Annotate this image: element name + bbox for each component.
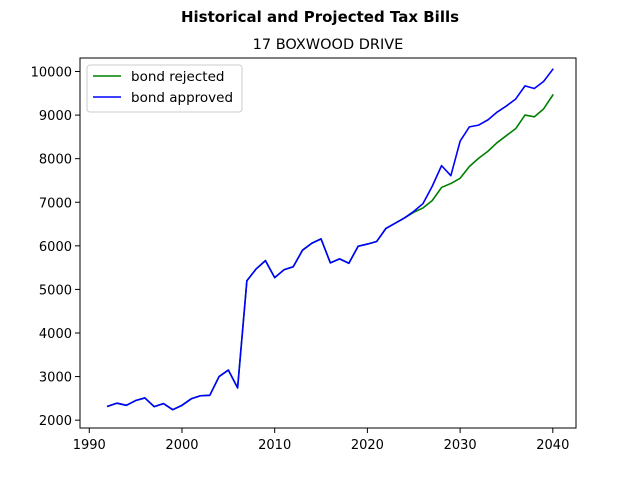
- x-tick-label: 2030: [444, 438, 477, 453]
- y-tick-label: 10000: [31, 66, 72, 81]
- x-tick-label: 1990: [73, 438, 106, 453]
- y-axis: 2000 3000 4000 5000 6000 7000 8000 9000 10000: [31, 66, 80, 429]
- y-tick-label: 6000: [39, 240, 72, 255]
- chart-title: 17 BOXWOOD DRIVE: [253, 37, 404, 53]
- legend-label-bond-rejected: bond rejected: [131, 69, 224, 85]
- legend: bond rejected bond approved: [86, 64, 243, 113]
- x-tick-label: 2040: [536, 438, 569, 453]
- y-tick-label: 7000: [39, 196, 72, 211]
- series-line-bond-rejected: [106, 93, 554, 411]
- x-tick-label: 2020: [351, 438, 384, 453]
- series-layer: [106, 68, 554, 411]
- y-tick-label: 9000: [39, 109, 72, 124]
- y-tick-label: 2000: [39, 414, 72, 429]
- y-tick-label: 5000: [39, 283, 72, 298]
- chart-suptitle: Historical and Projected Tax Bills: [181, 8, 459, 26]
- x-tick-label: 2010: [258, 438, 291, 453]
- legend-box: [86, 64, 243, 113]
- y-tick-label: 8000: [39, 153, 72, 168]
- legend-label-bond-approved: bond approved: [131, 90, 233, 106]
- y-tick-label: 3000: [39, 371, 72, 386]
- plot-frame: [79, 57, 577, 429]
- x-axis: 1990 2000 2010 2020 2030 2040: [73, 428, 569, 453]
- series-line-bond-approved: [106, 68, 554, 411]
- y-tick-label: 4000: [39, 327, 72, 342]
- x-tick-label: 2000: [165, 438, 198, 453]
